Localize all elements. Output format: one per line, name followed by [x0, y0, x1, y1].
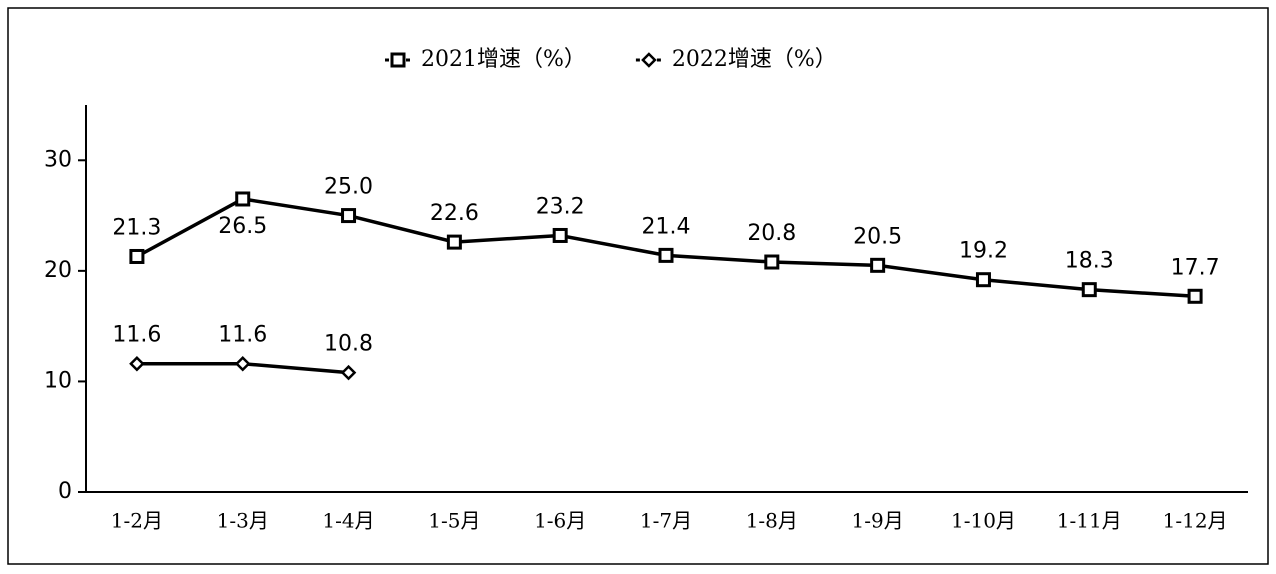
legend-item: 2021增速（%） [385, 47, 586, 72]
y-tick-label: 20 [44, 258, 72, 283]
x-tick-label: 1-11月 [1057, 509, 1122, 533]
data-label: 11.6 [112, 323, 161, 348]
x-tick-label: 1-10月 [951, 509, 1016, 533]
data-label: 18.3 [1065, 249, 1114, 274]
marker [129, 355, 145, 372]
marker [552, 227, 568, 243]
x-tick-label: 1-8月 [746, 509, 798, 533]
y-tick-label: 30 [44, 147, 72, 172]
marker [390, 52, 406, 68]
x-tick-label: 1-4月 [322, 509, 374, 533]
data-label: 19.2 [959, 239, 1008, 264]
data-label: 20.8 [747, 221, 796, 246]
marker [234, 355, 251, 372]
x-tick-label: 1-3月 [217, 509, 269, 533]
marker [764, 254, 780, 270]
x-tick-label: 1-2月 [111, 509, 163, 533]
marker [870, 257, 886, 273]
legend-item: 2022增速（%） [635, 47, 837, 72]
data-label: 11.6 [218, 323, 267, 348]
marker [1081, 282, 1097, 298]
chart-frame [7, 7, 1269, 565]
data-label: 25.0 [324, 175, 373, 200]
data-label: 20.5 [853, 224, 902, 249]
x-tick-label: 1-6月 [534, 509, 586, 533]
x-tick-label: 1-12月 [1163, 509, 1228, 533]
data-label: 10.8 [324, 332, 373, 357]
legend-label: 2022增速（%） [672, 47, 837, 72]
data-label: 26.5 [218, 214, 267, 239]
x-tick-label: 1-9月 [852, 509, 904, 533]
data-label: 17.7 [1171, 255, 1220, 280]
marker [1187, 288, 1203, 304]
marker [975, 272, 991, 288]
data-label: 22.6 [430, 201, 479, 226]
data-label: 23.2 [536, 194, 585, 219]
data-label: 21.3 [112, 215, 161, 240]
marker [129, 248, 145, 264]
marker [235, 191, 251, 207]
x-tick-label: 1-7月 [640, 509, 692, 533]
marker [340, 364, 357, 381]
y-tick-label: 0 [58, 479, 72, 504]
marker [641, 52, 657, 68]
y-tick-label: 10 [44, 368, 72, 393]
marker [341, 208, 357, 224]
marker [658, 247, 674, 263]
data-label: 21.4 [642, 214, 691, 239]
x-tick-label: 1-5月 [428, 509, 480, 533]
legend-label: 2021增速（%） [421, 47, 586, 72]
marker [446, 234, 462, 250]
